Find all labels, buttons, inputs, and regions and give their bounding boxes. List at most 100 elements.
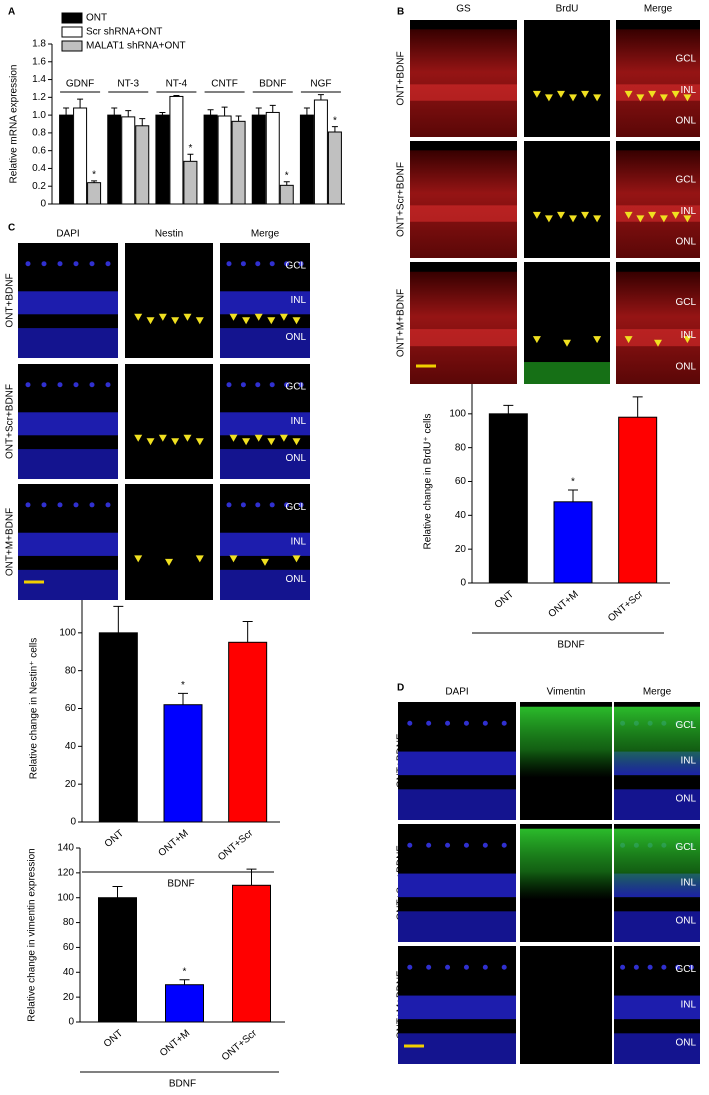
vimentin-stain [520, 828, 612, 900]
nucleus [647, 964, 653, 970]
nucleus [105, 502, 111, 508]
y-tick-label: 20 [455, 544, 467, 555]
nuclei-band [220, 291, 310, 315]
bar [98, 897, 137, 1023]
arrowhead [146, 317, 155, 325]
bar [231, 120, 246, 205]
nuclei-band [18, 449, 118, 479]
layer-label: INL [290, 416, 306, 427]
group-label: BDNF [557, 640, 584, 651]
bar [107, 114, 122, 205]
layer-label: GCL [285, 382, 306, 393]
nucleus [501, 842, 507, 848]
x-tick-label: ONT+M [158, 1028, 192, 1059]
arrowhead [563, 339, 571, 347]
y-tick-label: 0 [68, 1017, 74, 1028]
nuclei-band [614, 995, 700, 1020]
y-tick-label: 20 [63, 992, 75, 1003]
arrowhead [292, 317, 301, 325]
nuclei-band [220, 412, 310, 436]
arrowhead [648, 90, 657, 98]
x-tick-label: ONT+M [547, 589, 581, 620]
nuclei-band [398, 911, 516, 942]
bar [165, 984, 204, 1023]
nucleus [463, 964, 469, 970]
layer-label: GCL [675, 720, 696, 731]
nucleus [41, 502, 47, 508]
arrowhead [242, 317, 251, 325]
arrowhead [636, 215, 645, 223]
arrowhead [183, 313, 192, 321]
column-header: Merge [251, 229, 280, 240]
arrowhead [593, 94, 602, 102]
arrowhead [544, 215, 553, 223]
nucleus [41, 261, 47, 267]
column-header: Nestin [155, 229, 183, 240]
nucleus [298, 261, 304, 267]
y-tick-label: 60 [455, 476, 467, 487]
error-bar [242, 620, 253, 643]
error-bar [91, 180, 98, 183]
nucleus [463, 720, 469, 726]
category-label: NT-3 [117, 79, 139, 90]
row-label: ONT+M+BDNF [396, 289, 407, 357]
x-tick-label: ONT+Scr [606, 588, 646, 624]
error-bar [111, 107, 118, 116]
y-tick-label: 0.8 [32, 128, 46, 139]
error-bar [139, 118, 146, 126]
y-tick-label: 1.8 [32, 39, 46, 50]
column-header: BrdU [556, 4, 579, 15]
bar [232, 884, 271, 1023]
bar [169, 95, 184, 205]
y-tick-label: 0.4 [32, 163, 46, 174]
nucleus [89, 261, 95, 267]
y-axis-label: Relative change in vimentin expression [27, 848, 38, 1021]
nuclei-band [614, 1033, 700, 1064]
nucleus [57, 382, 63, 388]
arrowhead [254, 313, 263, 321]
nucleus [269, 382, 275, 388]
error-bar [246, 868, 257, 886]
bar [183, 160, 198, 205]
arrowhead [146, 438, 155, 446]
category-label: NGF [310, 79, 331, 90]
arrowhead [659, 215, 668, 223]
bar [327, 131, 342, 205]
layer-label: INL [680, 1000, 696, 1011]
error-bar [113, 605, 124, 633]
arrowhead [593, 336, 602, 344]
nucleus [41, 382, 47, 388]
nucleus [633, 964, 639, 970]
y-tick-label: 0 [40, 199, 46, 210]
nucleus [269, 261, 275, 267]
nucleus [688, 964, 694, 970]
column-header: GS [456, 4, 471, 15]
error-bar [159, 111, 166, 116]
error-bar [632, 396, 643, 418]
arrowhead [134, 555, 143, 563]
category-label: NT-4 [166, 79, 188, 90]
y-tick-label: 100 [59, 627, 76, 638]
nucleus [226, 502, 232, 508]
arrowhead [195, 555, 204, 563]
nuclei-band [398, 995, 516, 1020]
y-tick-label: 1.4 [32, 74, 46, 85]
nucleus [298, 502, 304, 508]
bar [135, 125, 150, 205]
y-tick-label: 140 [57, 843, 74, 854]
arrowhead [683, 215, 692, 223]
nucleus [25, 382, 31, 388]
significance: * [571, 477, 575, 488]
layer-label: GCL [675, 297, 696, 308]
arrowhead [229, 313, 238, 321]
tissue-band [616, 84, 700, 101]
significance: * [333, 115, 337, 126]
nucleus [255, 261, 261, 267]
error-bar [568, 489, 578, 502]
arrowhead [171, 317, 180, 325]
error-bar [303, 107, 310, 116]
nucleus [407, 842, 413, 848]
layer-label: ONL [675, 115, 696, 126]
tissue [410, 29, 517, 137]
